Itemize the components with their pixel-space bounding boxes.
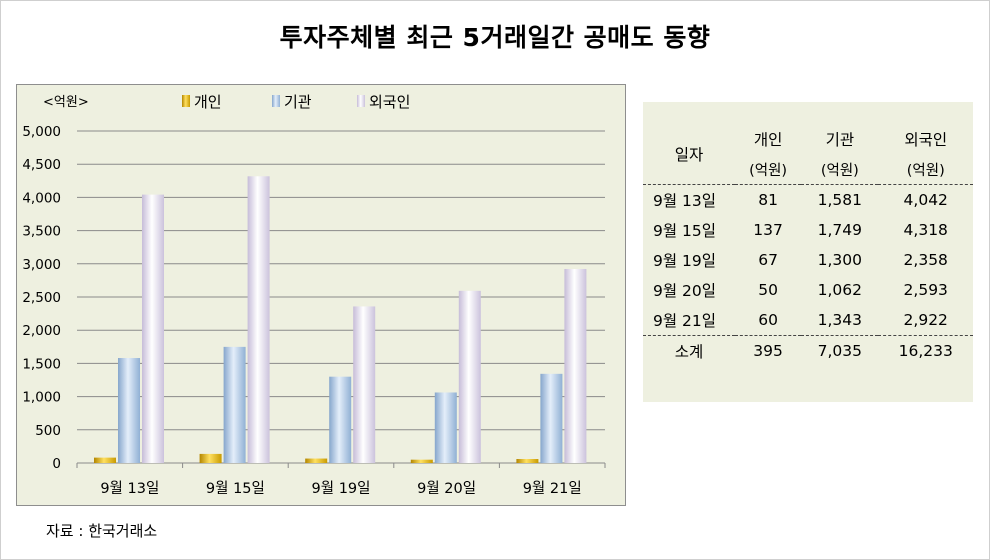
table-row: 9월 15일 137 1,749 4,318 <box>643 215 973 245</box>
y-tick-label: 4,000 <box>22 190 61 206</box>
y-tick-label: 4,500 <box>22 157 61 173</box>
row-individual: 137 <box>753 221 783 239</box>
bar-foreign <box>247 176 270 463</box>
legend-label-individual: 개인 <box>194 93 222 111</box>
bar-individual <box>516 459 539 463</box>
bar-institution <box>540 373 563 463</box>
row-date: 9월 15일 <box>653 222 717 240</box>
subheader-individual-unit: (억원) <box>735 154 802 185</box>
x-tick-label: 9월 15일 <box>206 480 265 497</box>
row-institution: 1,749 <box>817 221 863 239</box>
row-foreign: 4,042 <box>903 191 948 209</box>
y-tick-label: 2,500 <box>22 290 61 306</box>
bar-foreign <box>458 290 481 463</box>
x-tick-label: 9월 13일 <box>100 480 159 497</box>
bar-institution <box>434 392 457 463</box>
row-institution: 1,581 <box>817 191 863 209</box>
y-tick-label: 3,000 <box>22 257 61 273</box>
bar-foreign <box>142 194 164 463</box>
x-tick-label: 9월 20일 <box>417 480 476 497</box>
chart-panel: 0 500 1,000 1,500 2,000 2,500 3,000 3,500 4,000 4… <box>16 84 626 506</box>
header-institution: 기관 <box>825 131 855 149</box>
row-foreign: 2,358 <box>903 251 948 269</box>
row-foreign: 4,318 <box>903 221 948 239</box>
legend-swatch-individual <box>182 95 190 107</box>
y-tick-label: 1,000 <box>22 390 61 406</box>
y-tick-label: 2,000 <box>22 323 61 339</box>
data-table-panel: 일자 개인 기관 외국인 (억원) (억원) (억원) 9월 13일 81 1,… <box>643 102 973 402</box>
legend-swatch-foreign <box>357 95 365 107</box>
bar-individual <box>305 458 328 463</box>
row-date: 9월 21일 <box>643 305 735 336</box>
bar-individual <box>199 453 222 463</box>
legend-swatch-institution <box>272 95 280 107</box>
row-date: 9월 20일 <box>653 282 717 300</box>
subheader-institution-unit: (억원) <box>801 154 879 185</box>
total-foreign: 16,233 <box>898 342 953 360</box>
y-tick-label: 5,000 <box>22 124 61 140</box>
total-institution: 7,035 <box>817 342 863 360</box>
source-note: 자료 : 한국거래소 <box>46 522 158 540</box>
table-row: 9월 13일 81 1,581 4,042 <box>643 185 973 216</box>
row-date: 9월 19일 <box>653 252 717 270</box>
row-individual: 60 <box>735 305 802 336</box>
row-foreign: 2,593 <box>903 281 948 299</box>
y-tick-label: 500 <box>35 423 61 439</box>
row-institution: 1,343 <box>801 305 879 336</box>
header-date: 일자 <box>643 124 735 185</box>
table-row: 9월 20일 50 1,062 2,593 <box>643 275 973 305</box>
header-individual: 개인 <box>753 131 783 149</box>
bar-individual <box>94 457 116 463</box>
bar-institution <box>223 346 246 463</box>
bar-foreign <box>564 268 587 463</box>
row-individual: 50 <box>758 281 778 299</box>
legend-label-foreign: 외국인 <box>369 93 410 111</box>
total-label: 소계 <box>674 343 704 361</box>
bar-foreign <box>353 306 376 463</box>
table-total-row: 소계 395 7,035 16,233 <box>643 336 973 367</box>
row-institution: 1,062 <box>817 281 863 299</box>
x-tick-label: 9월 19일 <box>312 480 371 497</box>
legend-label-institution: 기관 <box>284 93 312 111</box>
x-tick-label: 9월 21일 <box>523 480 582 497</box>
bar-institution <box>329 376 352 463</box>
y-tick-label: 1,500 <box>22 356 61 372</box>
header-foreign: 외국인 <box>904 131 948 149</box>
row-individual: 67 <box>758 251 778 269</box>
table-row: 9월 19일 67 1,300 2,358 <box>643 245 973 275</box>
data-table: 일자 개인 기관 외국인 (억원) (억원) (억원) 9월 13일 81 1,… <box>643 124 973 366</box>
page-title: 투자주체별 최근 5거래일간 공매도 동향 <box>279 23 711 52</box>
row-institution: 1,300 <box>817 251 863 269</box>
y-tick-label: 0 <box>52 456 61 472</box>
bar-institution <box>118 358 140 463</box>
bar-individual <box>410 459 433 463</box>
y-axis-unit-label: <억원> <box>43 95 89 110</box>
bar-chart: 0 500 1,000 1,500 2,000 2,500 3,000 3,500 4,000 4… <box>22 93 606 497</box>
row-foreign: 2,922 <box>878 305 973 336</box>
total-individual: 395 <box>753 342 783 360</box>
y-tick-label: 3,500 <box>22 224 61 240</box>
row-date: 9월 13일 <box>653 192 717 210</box>
row-individual: 81 <box>758 191 778 209</box>
subheader-foreign-unit: (억원) <box>878 154 973 185</box>
table-row: 9월 21일 60 1,343 2,922 <box>643 305 973 336</box>
